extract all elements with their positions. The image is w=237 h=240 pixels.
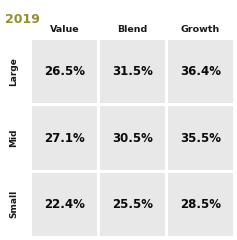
Text: Blend: Blend	[117, 25, 148, 35]
Text: Large: Large	[9, 57, 18, 86]
Text: 22.4%: 22.4%	[44, 198, 85, 211]
Bar	[32, 40, 97, 103]
Text: 2019: 2019	[5, 13, 40, 26]
Bar	[100, 40, 165, 103]
Text: Growth: Growth	[181, 25, 220, 35]
Text: 30.5%: 30.5%	[112, 132, 153, 144]
Bar	[32, 173, 97, 236]
Bar	[168, 173, 233, 236]
Text: 36.4%: 36.4%	[180, 65, 221, 78]
Text: 28.5%: 28.5%	[180, 198, 221, 211]
Bar	[32, 106, 97, 170]
Bar	[100, 173, 165, 236]
Bar	[168, 106, 233, 170]
Text: Value: Value	[50, 25, 79, 35]
Text: 25.5%: 25.5%	[112, 198, 153, 211]
Text: 31.5%: 31.5%	[112, 65, 153, 78]
Text: Small: Small	[9, 190, 18, 218]
Bar	[168, 40, 233, 103]
Text: 26.5%: 26.5%	[44, 65, 85, 78]
Text: 27.1%: 27.1%	[44, 132, 85, 144]
Bar	[100, 106, 165, 170]
Text: 35.5%: 35.5%	[180, 132, 221, 144]
Text: Mid: Mid	[9, 129, 18, 147]
